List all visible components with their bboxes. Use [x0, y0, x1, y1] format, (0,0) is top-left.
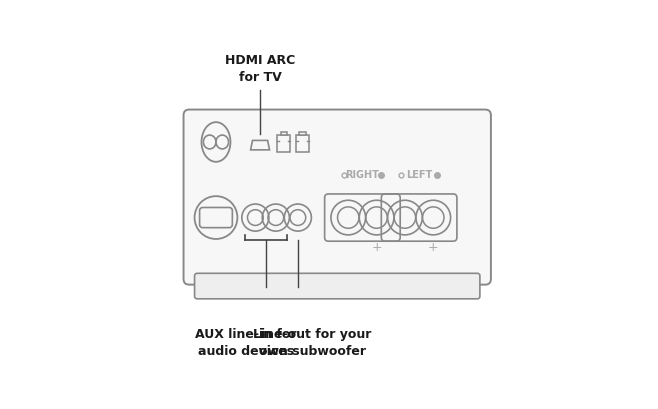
FancyBboxPatch shape — [184, 110, 491, 285]
Bar — [299, 132, 306, 135]
FancyBboxPatch shape — [195, 273, 480, 299]
Text: LEFT: LEFT — [406, 170, 432, 180]
Text: +: + — [428, 241, 439, 254]
Text: AUX line-in for
audio devices: AUX line-in for audio devices — [195, 328, 297, 358]
Bar — [296, 135, 309, 152]
Text: RIGHT: RIGHT — [345, 170, 380, 180]
Text: HDMI ARC
for TV: HDMI ARC for TV — [225, 54, 295, 84]
Bar — [278, 135, 290, 152]
Text: Line-out for your
own subwoofer: Line-out for your own subwoofer — [253, 328, 371, 358]
Bar — [280, 132, 287, 135]
Text: +: + — [371, 241, 382, 254]
